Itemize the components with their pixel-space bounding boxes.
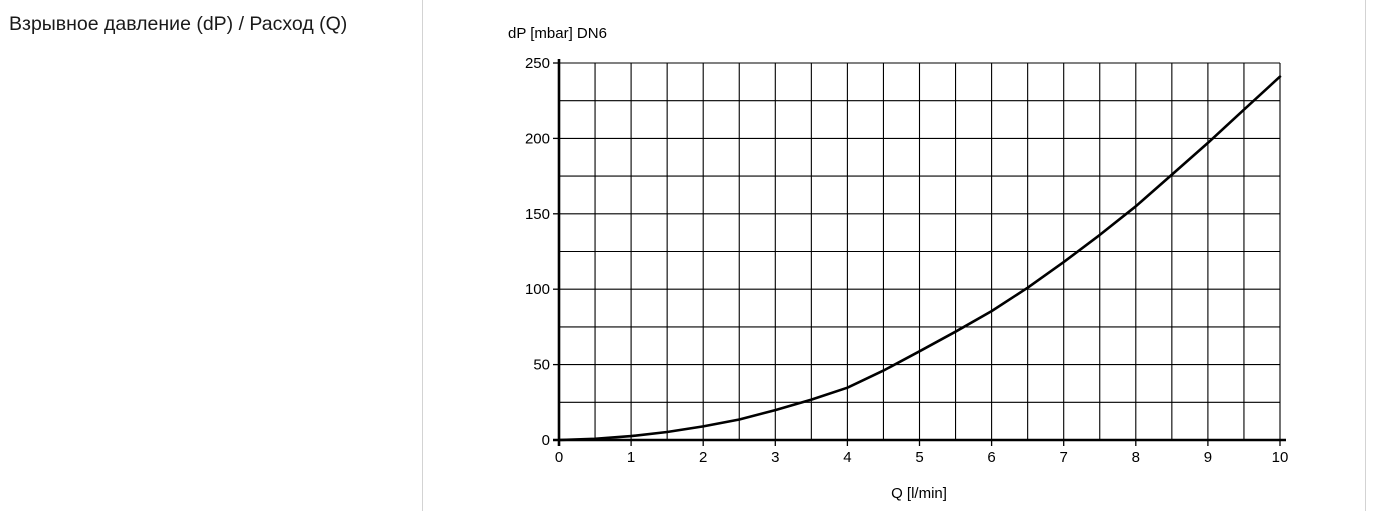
title-cell: Взрывное давление (dP) / Расход (Q) — [0, 0, 423, 511]
x-tick-label: 4 — [843, 449, 851, 466]
y-tick-label: 50 — [533, 357, 550, 374]
x-tick-label: 0 — [555, 449, 563, 466]
series-line — [557, 75, 1282, 442]
x-tick-label: 3 — [771, 449, 779, 466]
y-tick-label: 250 — [525, 55, 550, 72]
x-tick-label: 8 — [1132, 449, 1140, 466]
x-tick-label: 2 — [699, 449, 707, 466]
y-tick-label: 150 — [525, 206, 550, 223]
x-axis-label: Q [l/min] — [891, 485, 947, 502]
x-tick-label: 7 — [1060, 449, 1068, 466]
x-tick-label: 5 — [915, 449, 923, 466]
x-tick-label: 9 — [1204, 449, 1212, 466]
table-border — [1365, 0, 1366, 511]
y-tick-label: 0 — [542, 432, 550, 449]
section-title: Взрывное давление (dP) / Расход (Q) — [9, 13, 348, 35]
y-tick-label: 100 — [525, 281, 550, 298]
series — [557, 75, 1282, 442]
x-tick-label: 6 — [987, 449, 995, 466]
x-tick-label: 10 — [1272, 449, 1289, 466]
x-tick-label: 1 — [627, 449, 635, 466]
chart-cell: 0 1 2 3 4 5 6 7 8 9 10 0 50 100 150 200 250 dP [mbar] DN… — [424, 0, 1365, 511]
y-axis-label: dP [mbar] DN6 — [508, 25, 607, 42]
grid-lines — [559, 62, 1281, 440]
y-tick-label: 200 — [525, 130, 550, 147]
